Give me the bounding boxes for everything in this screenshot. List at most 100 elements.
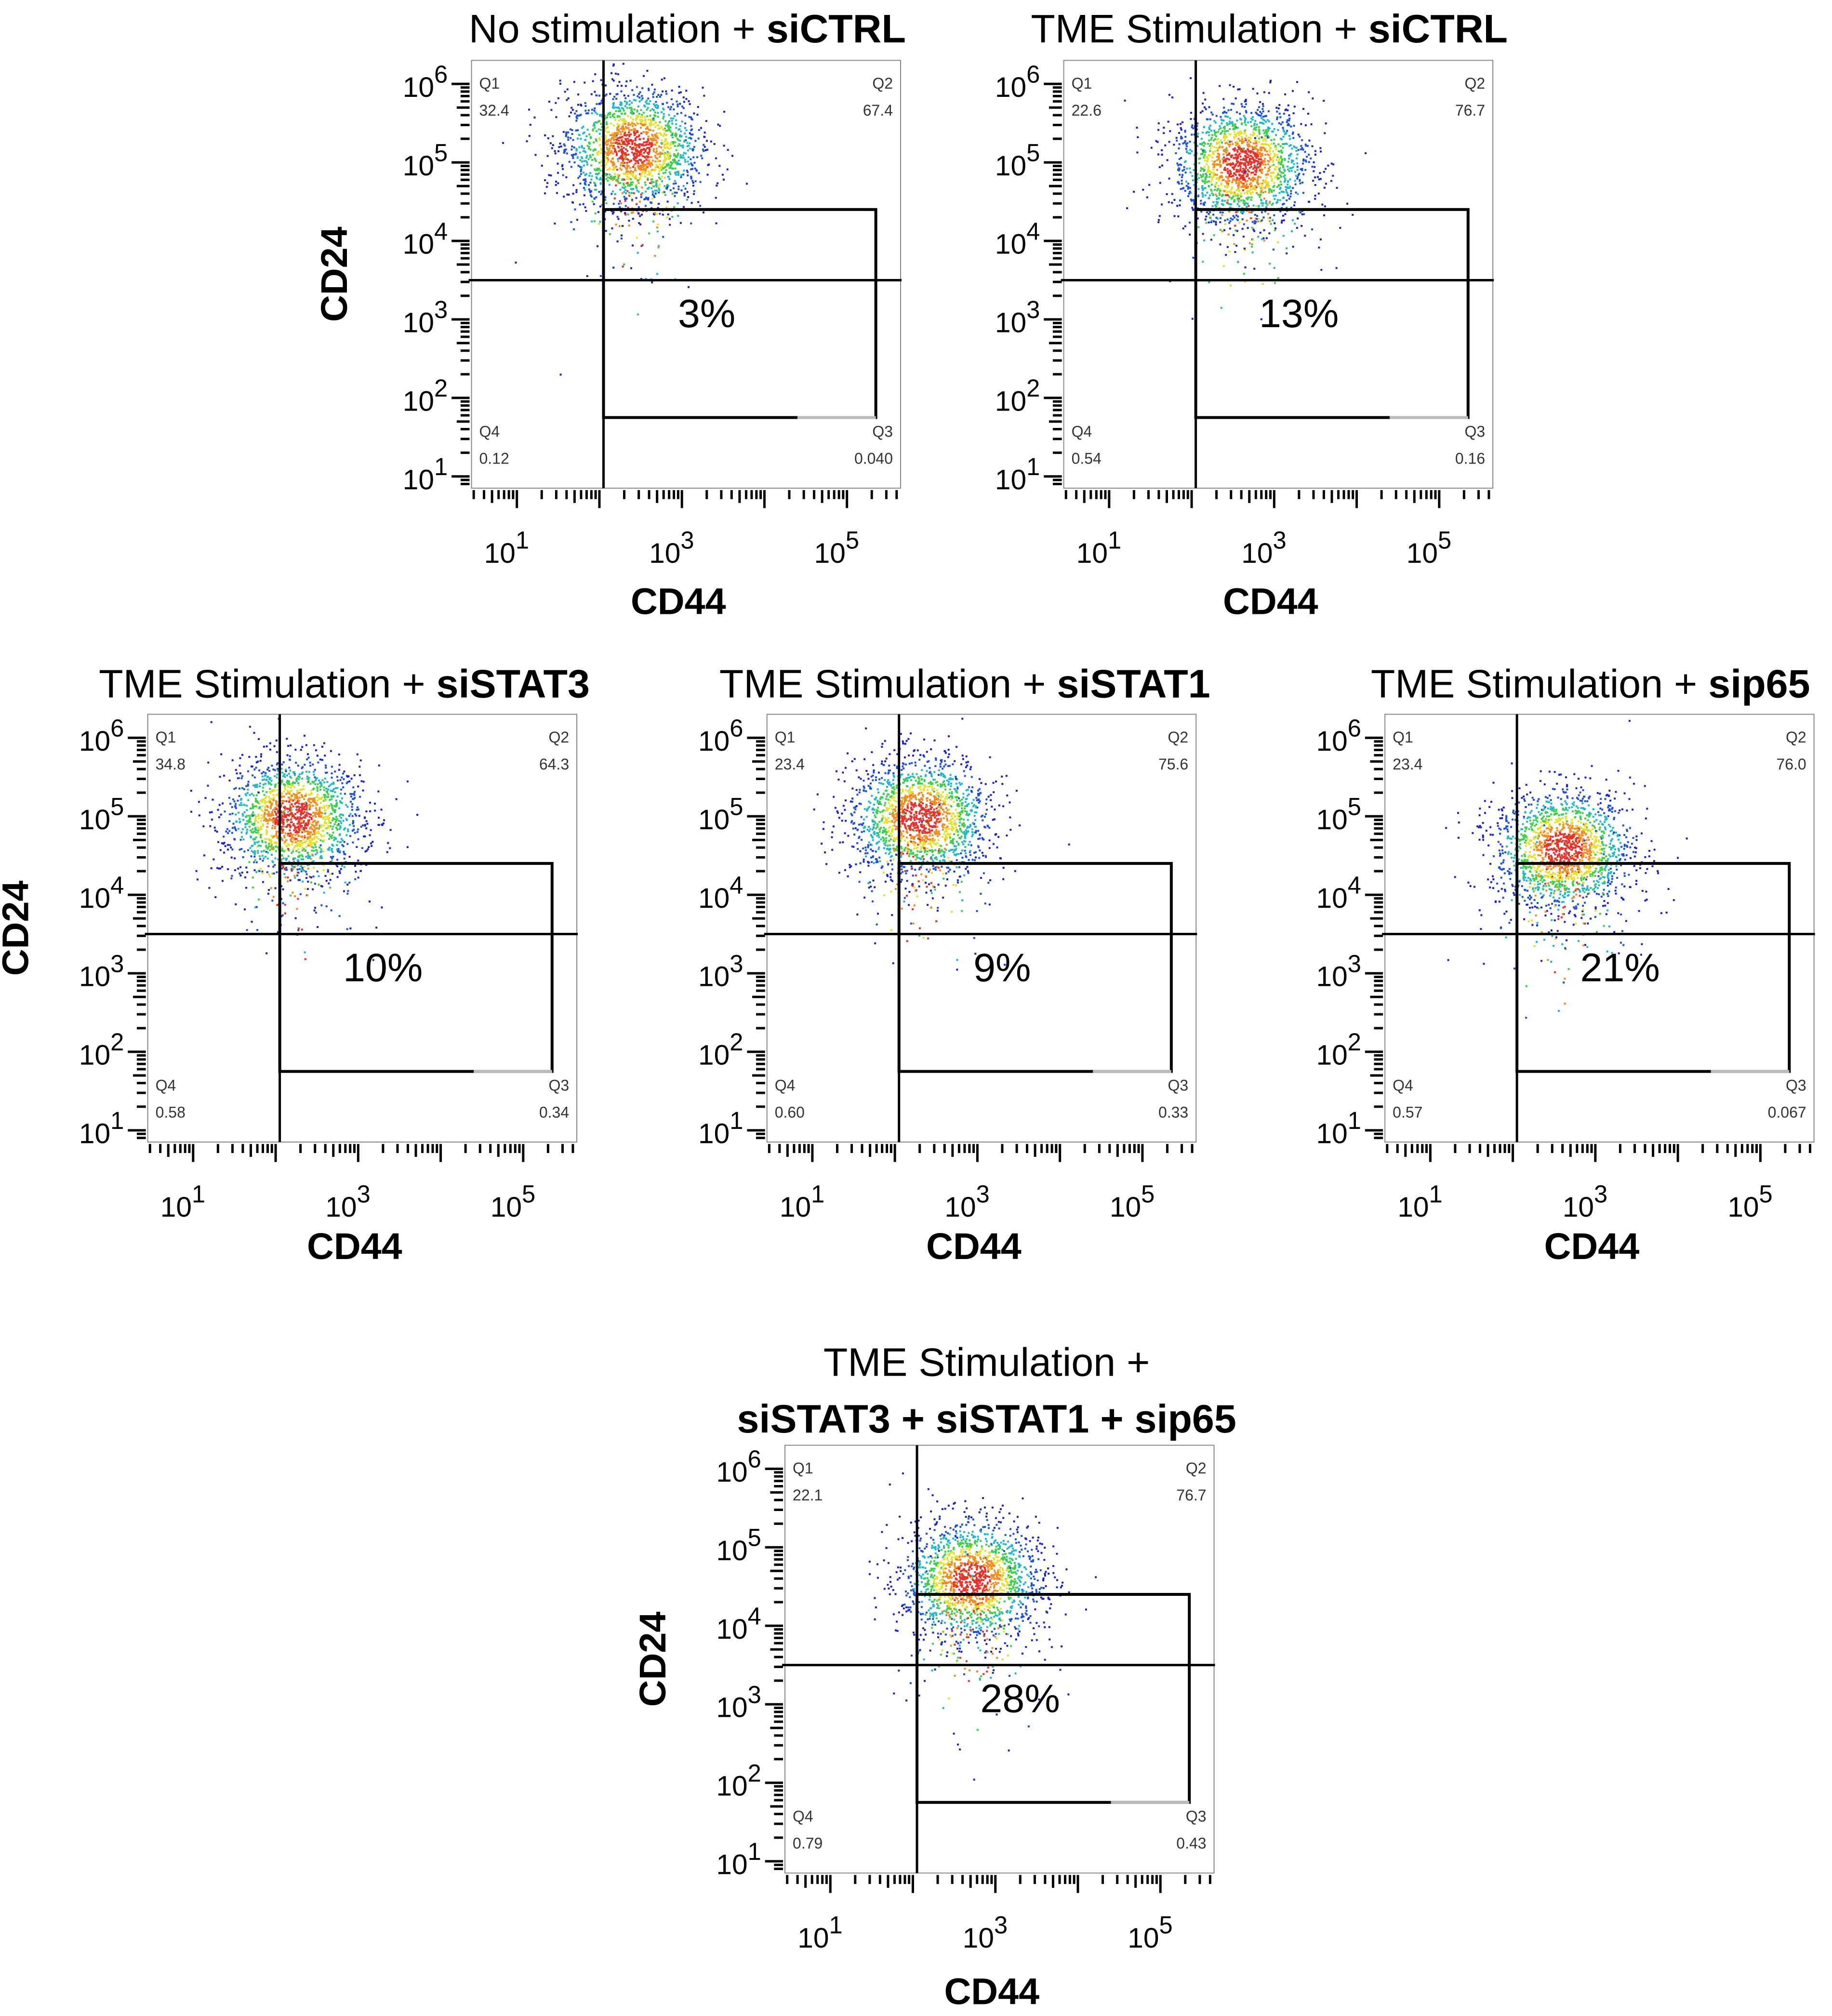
panel-title-plain: TME Stimulation +	[99, 662, 436, 706]
data-point	[1189, 149, 1192, 151]
data-point	[336, 859, 339, 861]
data-point	[636, 110, 638, 113]
data-point	[1248, 190, 1250, 192]
data-point	[622, 119, 624, 121]
data-point	[298, 792, 300, 794]
data-point	[1255, 129, 1257, 131]
data-point	[652, 135, 654, 137]
data-point	[264, 783, 266, 785]
data-point	[315, 807, 317, 809]
data-point	[1279, 181, 1282, 183]
data-point	[1157, 221, 1160, 224]
data-point	[626, 101, 628, 104]
data-point	[666, 154, 669, 157]
data-point	[638, 152, 641, 155]
data-point	[1281, 121, 1284, 123]
data-point	[644, 123, 646, 126]
data-point	[674, 191, 676, 194]
data-point	[618, 202, 620, 205]
data-point	[565, 148, 567, 151]
data-point	[666, 163, 668, 166]
data-point	[588, 141, 590, 144]
data-point	[637, 145, 640, 147]
data-point	[649, 182, 651, 185]
data-point	[586, 155, 588, 157]
quadrant-value: 67.4	[863, 102, 893, 119]
data-point	[1171, 201, 1173, 204]
data-point	[1179, 173, 1181, 176]
data-point	[1238, 183, 1240, 185]
data-point	[1247, 198, 1249, 200]
quadrant-name: Q2	[1464, 75, 1485, 92]
data-point	[637, 165, 640, 168]
data-point	[1243, 247, 1246, 250]
data-point	[580, 156, 583, 159]
data-point	[1215, 200, 1218, 203]
data-point	[309, 875, 311, 878]
x-tick-base: 10	[649, 538, 680, 569]
data-point	[1260, 147, 1262, 149]
data-point	[237, 777, 239, 780]
data-point	[600, 122, 602, 125]
data-point	[1278, 104, 1281, 106]
data-point	[689, 142, 691, 145]
data-point	[1191, 175, 1194, 177]
data-point	[1246, 152, 1248, 155]
data-point	[621, 186, 624, 188]
data-point	[296, 874, 299, 876]
data-point	[1245, 171, 1248, 173]
data-point	[1214, 173, 1217, 176]
data-point	[256, 929, 259, 931]
data-point	[620, 118, 622, 120]
data-point	[268, 777, 271, 779]
data-point	[666, 187, 668, 190]
data-point	[339, 833, 341, 836]
data-point	[1244, 131, 1247, 133]
data-point	[1251, 186, 1254, 188]
data-point	[631, 102, 633, 104]
data-point	[615, 179, 617, 182]
data-point	[1270, 80, 1272, 82]
data-point	[272, 849, 274, 851]
data-point	[1237, 186, 1240, 189]
data-point	[1206, 156, 1208, 159]
data-point	[1235, 180, 1237, 183]
data-point	[292, 781, 294, 783]
data-point	[1256, 123, 1258, 126]
data-point	[604, 196, 607, 199]
data-point	[337, 848, 340, 850]
data-point	[1222, 162, 1224, 164]
data-point	[1299, 135, 1301, 138]
data-point	[1284, 213, 1287, 215]
data-point	[344, 853, 346, 855]
data-point	[1271, 165, 1273, 167]
data-point	[349, 835, 351, 837]
data-point	[658, 176, 660, 179]
data-point	[528, 135, 531, 137]
data-point	[576, 219, 578, 221]
data-point	[355, 814, 358, 817]
data-point	[1301, 181, 1304, 184]
data-point	[1269, 200, 1271, 203]
data-point	[316, 926, 319, 928]
data-point	[1301, 168, 1303, 170]
data-point	[627, 141, 630, 144]
data-point	[677, 128, 680, 131]
data-point	[259, 868, 262, 870]
data-point	[637, 206, 640, 208]
data-point	[1228, 159, 1231, 161]
data-point	[1269, 157, 1271, 159]
data-point	[1241, 105, 1244, 107]
data-point	[1249, 136, 1251, 139]
data-point	[1278, 177, 1280, 179]
data-point	[1263, 198, 1266, 200]
data-point	[679, 135, 681, 138]
data-point	[655, 104, 658, 106]
data-point	[1238, 163, 1241, 165]
data-point	[312, 866, 315, 869]
data-point	[1258, 205, 1260, 207]
data-point	[1173, 215, 1176, 217]
data-point	[314, 813, 316, 816]
data-point	[1242, 189, 1245, 191]
data-point	[623, 154, 625, 157]
